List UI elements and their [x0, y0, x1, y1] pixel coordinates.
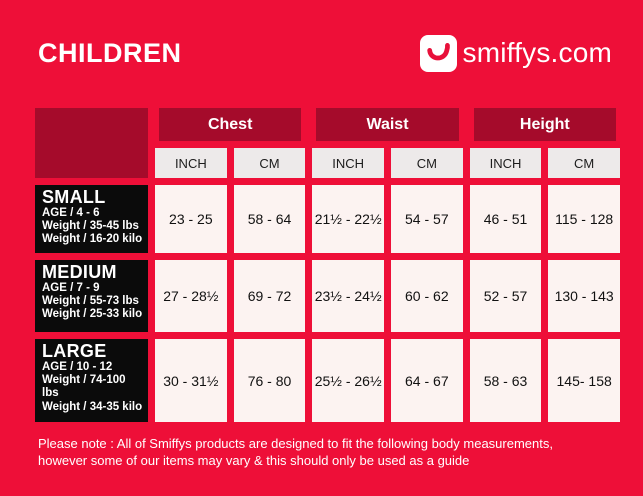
footer-note: Please note : All of Smiffys products ar…	[38, 436, 613, 470]
logo-text: smiffys.com	[462, 37, 612, 68]
size-weight-lbs: Weight / 35-45 lbs	[42, 220, 139, 233]
footer-note-line2: however some of our items may vary & thi…	[38, 452, 470, 468]
page-title: CHILDREN	[38, 37, 182, 68]
medium-chest-cm: 69 - 72	[233, 260, 306, 332]
unit-header-chest-inch: INCH	[155, 148, 227, 178]
size-table: Chest Waist Height INCH CM INCH CM INCH …	[35, 108, 620, 422]
size-age: AGE / 4 - 6	[42, 206, 100, 219]
smile-icon	[419, 34, 457, 72]
large-height-cm: 145- 158	[548, 339, 620, 422]
large-chest-inch: 30 - 31½	[155, 339, 227, 422]
unit-header-waist-cm: CM	[390, 148, 463, 178]
smiffys-logo: smiffys.com	[419, 34, 612, 72]
medium-chest-inch: 27 - 28½	[155, 260, 227, 332]
size-weight-lbs: Weight / 55-73 lbs	[42, 295, 139, 308]
large-waist-inch: 25½ - 26½	[312, 339, 384, 422]
header: CHILDREN smiffys.com	[38, 32, 612, 74]
size-name: MEDIUM	[42, 262, 117, 282]
small-chest-inch: 23 - 25	[155, 185, 227, 253]
small-chest-cm: 58 - 64	[233, 185, 306, 253]
large-waist-cm: 64 - 67	[390, 339, 463, 422]
size-label-medium: MEDIUM AGE / 7 - 9 Weight / 55-73 lbs We…	[35, 260, 148, 332]
size-label-small: SMALL AGE / 4 - 6 Weight / 35-45 lbs Wei…	[35, 185, 148, 253]
size-label-large: LARGE AGE / 10 - 12 Weight / 74-100 lbs …	[35, 339, 148, 422]
size-weight-kilo: Weight / 25-33 kilo	[42, 308, 143, 321]
size-weight-kilo: Weight / 34-35 kilo	[42, 400, 143, 413]
small-height-cm: 115 - 128	[548, 185, 620, 253]
medium-waist-cm: 60 - 62	[390, 260, 463, 332]
unit-header-height-cm: CM	[548, 148, 620, 178]
medium-waist-inch: 23½ - 24½	[312, 260, 384, 332]
size-age: AGE / 7 - 9	[42, 281, 100, 294]
small-waist-cm: 54 - 57	[390, 185, 463, 253]
unit-header-height-inch: INCH	[469, 148, 542, 178]
size-weight-lbs: Weight / 74-100 lbs	[42, 374, 126, 400]
small-height-inch: 46 - 51	[469, 185, 542, 253]
medium-height-cm: 130 - 143	[548, 260, 620, 332]
medium-height-inch: 52 - 57	[469, 260, 542, 332]
unit-header-waist-inch: INCH	[312, 148, 384, 178]
table-corner-cell	[35, 108, 148, 178]
column-group-chest: Chest	[159, 108, 302, 141]
size-age: AGE / 10 - 12	[42, 360, 113, 373]
unit-header-chest-cm: CM	[233, 148, 306, 178]
large-chest-cm: 76 - 80	[233, 339, 306, 422]
size-weight-kilo: Weight / 16-20 kilo	[42, 233, 143, 246]
small-waist-inch: 21½ - 22½	[312, 185, 384, 253]
column-group-waist: Waist	[316, 108, 459, 141]
large-height-inch: 58 - 63	[469, 339, 542, 422]
footer-note-line1: Please note : All of Smiffys products ar…	[38, 436, 553, 451]
column-group-height: Height	[473, 108, 616, 141]
size-name: LARGE	[42, 341, 107, 361]
size-name: SMALL	[42, 187, 106, 207]
